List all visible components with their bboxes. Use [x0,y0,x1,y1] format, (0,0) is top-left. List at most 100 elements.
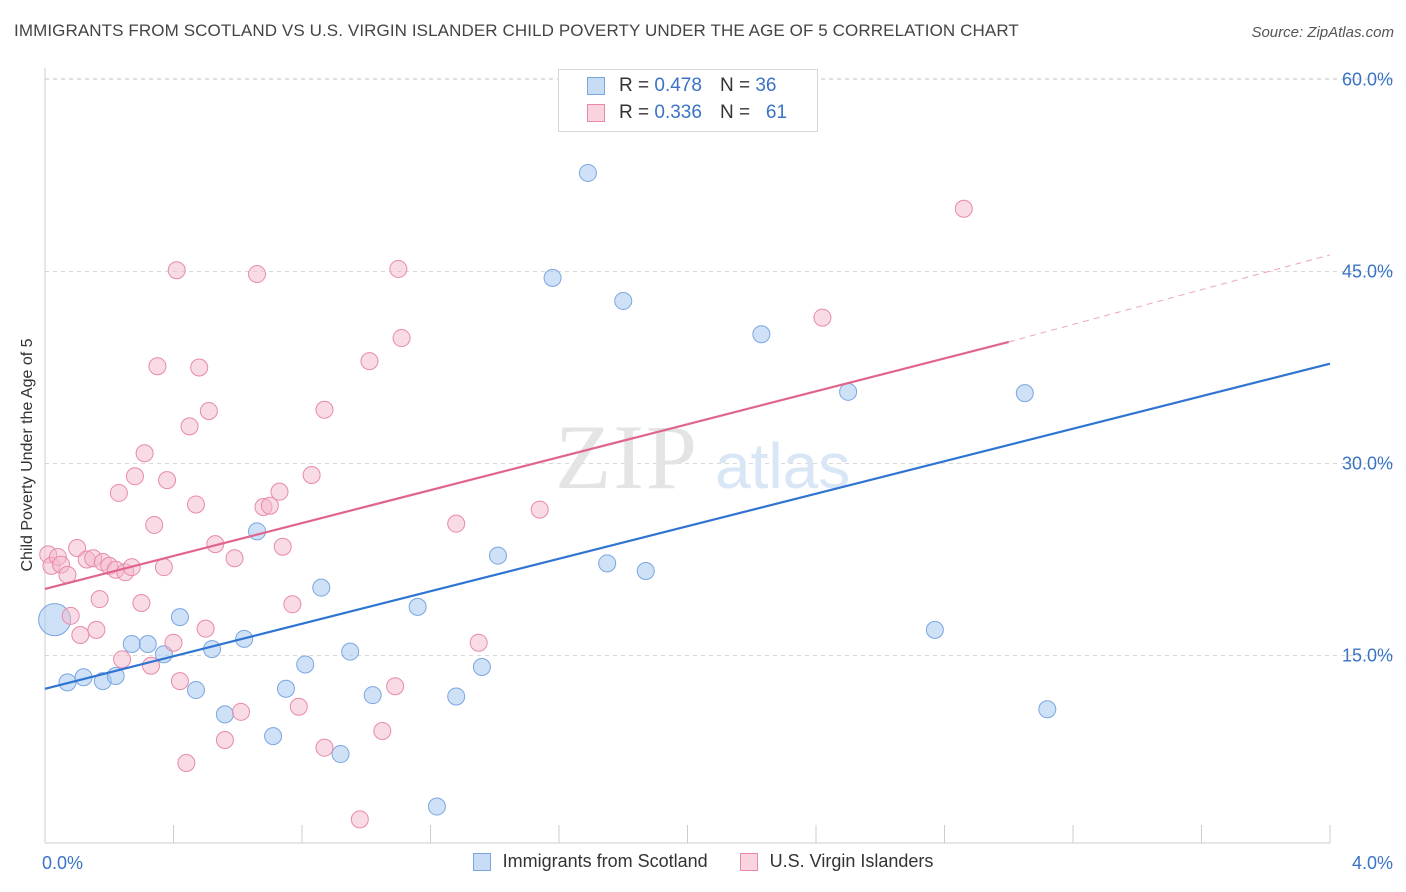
virgin-islanders-point [530,500,549,519]
scotland-point [752,325,771,344]
scotland-trend-line [44,362,1331,690]
virgin-islanders-point [90,590,109,609]
y-tick-label: 15.0% [1342,646,1393,666]
legend-item-virgin-islanders: U.S. Virgin Islanders [739,851,934,872]
r-value: 0.478 [654,75,702,96]
scotland-point [331,745,350,764]
scotland-point [264,727,283,746]
virgin-islanders-point [125,467,144,486]
r-label: R = [619,75,650,96]
virgin-islanders-point [231,702,250,721]
r-value: 0.336 [654,102,702,123]
virgin-islanders-point [148,357,167,376]
virgin-islanders-point [190,358,209,377]
virgin-islanders-point [177,754,196,773]
y-tick-label: 45.0% [1342,262,1393,282]
virgin-islanders-point [71,626,90,645]
virgin-islanders-point [61,606,80,625]
r-label: R = [619,102,650,123]
virgin-islanders-point [248,265,267,284]
source-credit: Source: ZipAtlas.com [1251,24,1394,41]
virgin-islanders-point [315,400,334,419]
virgin-islanders-point [315,738,334,757]
stats-row-scotland: R = 0.478 N = 36 [587,74,776,98]
virgin-islanders-point [145,515,164,534]
virgin-islanders-point [392,329,411,348]
scotland-point [839,382,858,401]
scotland-point [248,522,267,541]
stats-row-virgin-islanders: R = 0.336 N = 61 [587,101,787,125]
scotland-swatch [587,77,605,95]
scotland-point [1038,700,1057,719]
scotland-point [341,642,360,661]
scotland-point [408,597,427,616]
x-tick-label: 0.0% [42,853,83,873]
virgin-islanders-point [87,620,106,639]
virgin-islanders-point [132,594,151,613]
virgin-islanders-point [170,672,189,691]
virgin-islanders-point [954,199,973,218]
n-label: N = [719,75,751,96]
virgin-islanders-point [167,261,186,280]
scotland-point [447,687,466,706]
virgin-islanders-point [289,697,308,716]
virgin-islanders-legend-swatch [739,852,758,871]
virgin-islanders-point [302,466,321,485]
scotland-legend-swatch [472,852,491,871]
legend-item-scotland: Immigrants from Scotland [472,851,708,872]
virgin-islanders-point [273,537,292,556]
virgin-islanders-point [186,495,205,514]
scotland-point [276,679,295,698]
scotland-point [427,797,446,816]
scotland-point [578,163,597,182]
scotland-point [186,681,205,700]
virgin-islanders-point [113,650,132,669]
virgin-islanders-point [386,677,405,696]
y-tick-label: 60.0% [1342,70,1393,90]
virgin-islanders-point [158,471,177,490]
scotland-point [296,655,315,674]
legend-label-virgin-islanders: U.S. Virgin Islanders [769,851,934,871]
scotland-point [614,291,633,310]
n-label: N = [719,102,751,123]
virgin-islanders-point [360,352,379,371]
virgin-islanders-point [447,514,466,533]
virgin-islanders-point [135,444,154,463]
scotland-point [215,705,234,724]
y-tick-label: 30.0% [1342,454,1393,474]
scotland-point [598,554,617,573]
legend-label-scotland: Immigrants from Scotland [502,851,708,871]
virgin-islanders-point [270,482,289,501]
virgin-islanders-point [196,619,215,638]
scotland-point [122,634,141,653]
virgin-islanders-point [180,417,199,436]
virgin-islanders-point [164,633,183,652]
virgin-islanders-point [199,402,218,421]
scotland-point [312,578,331,597]
n-value: 61 [765,102,788,123]
virgin-islanders-point [109,483,128,502]
scotland-point [543,268,562,287]
scotland-point [488,546,507,565]
scotland-point [636,562,655,581]
scotland-point [138,634,157,653]
n-value: 36 [755,75,777,96]
virgin-islanders-trend-extension [1008,254,1331,343]
virgin-islanders-point [389,259,408,278]
virgin-islanders-point [225,549,244,568]
virgin-islanders-point [215,730,234,749]
virgin-islanders-point [469,633,488,652]
stats-legend: R = 0.478 N = 36 R = 0.336 N = 61 [558,69,818,132]
scotland-point [925,620,944,639]
scotland-point [363,686,382,705]
chart-title: IMMIGRANTS FROM SCOTLAND VS U.S. VIRGIN … [14,21,1019,40]
virgin-islanders-point [373,722,392,741]
watermark-zip: ZIP [555,406,699,508]
scotland-point [1015,384,1034,403]
virgin-islanders-point [283,595,302,614]
series-legend: Immigrants from Scotland U.S. Virgin Isl… [0,851,1406,872]
virgin-islanders-point [350,810,369,829]
virgin-islanders-point [68,538,87,557]
virgin-islanders-swatch [587,104,605,122]
